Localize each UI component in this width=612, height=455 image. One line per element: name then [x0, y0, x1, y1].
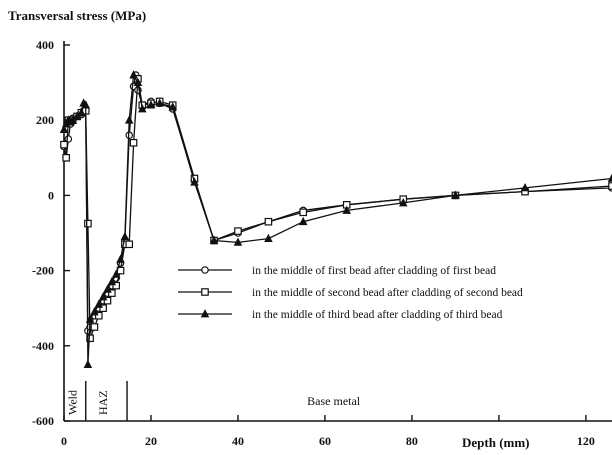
- legend-entry: in the middle of second bead after cladd…: [178, 287, 523, 299]
- data-point: [94, 299, 104, 308]
- data-point: [190, 177, 199, 186]
- series-triangle: [59, 70, 612, 369]
- x-tick-label: 80: [406, 434, 418, 448]
- series-layer: [59, 70, 612, 369]
- data-point: [99, 304, 107, 313]
- data-point: [90, 323, 99, 331]
- data-point: [234, 227, 242, 235]
- data-point: [103, 296, 112, 305]
- y-tick-label: -200: [32, 264, 54, 278]
- data-point: [116, 254, 125, 263]
- data-point: [124, 115, 134, 124]
- data-point: [111, 269, 121, 278]
- series-square: [60, 75, 612, 343]
- x-tick-label: 120: [577, 434, 595, 448]
- data-point: [298, 216, 308, 226]
- series-line: [63, 73, 612, 365]
- region-label: Base metal: [307, 394, 361, 408]
- data-point: [299, 208, 308, 217]
- region-markers: Weld HAZ Base metal: [66, 381, 361, 421]
- data-point: [108, 289, 116, 297]
- legend-entry: in the middle of first bead after claddi…: [178, 265, 496, 277]
- region-label: Weld: [66, 390, 80, 415]
- y-tick-label: -600: [32, 414, 54, 428]
- data-point: [168, 102, 177, 111]
- y-tick-label: 400: [36, 38, 54, 52]
- x-tick-label: 20: [145, 434, 157, 448]
- axes: 400 200 0 -200 -400 -600 0 20 40 60 80 120: [32, 38, 612, 448]
- y-tick-label: 200: [36, 113, 54, 127]
- legend-entry: in the middle of third bead after claddi…: [178, 309, 503, 321]
- data-point: [86, 334, 94, 343]
- data-point: [138, 104, 147, 113]
- data-point: [125, 240, 134, 249]
- data-point: [233, 237, 243, 246]
- region-label: HAZ: [96, 390, 110, 415]
- data-point: [90, 307, 99, 316]
- data-point: [107, 277, 117, 286]
- data-point: [94, 311, 103, 320]
- data-point: [129, 70, 138, 79]
- data-point: [98, 292, 108, 301]
- data-point: [85, 314, 95, 323]
- data-point: [60, 140, 68, 149]
- legend-marker: [201, 266, 209, 274]
- data-point: [607, 173, 612, 182]
- data-point: [77, 107, 86, 117]
- y-tick-label: -400: [32, 339, 54, 353]
- data-point: [155, 98, 164, 107]
- data-point: [103, 284, 112, 293]
- data-point: [129, 138, 138, 147]
- y-tick-label: 0: [48, 188, 54, 202]
- data-point: [62, 154, 70, 162]
- data-point: [120, 231, 130, 241]
- x-tick-label: 40: [232, 434, 244, 448]
- data-point: [342, 205, 351, 214]
- data-point: [84, 219, 92, 228]
- data-point: [81, 100, 91, 109]
- data-point: [451, 190, 460, 199]
- data-point: [146, 100, 156, 109]
- legend-marker: [200, 309, 210, 318]
- x-tick-label: 60: [319, 434, 331, 448]
- legend-label: in the middle of first bead after claddi…: [252, 265, 496, 277]
- x-tick-label: 0: [61, 434, 67, 448]
- data-point: [264, 217, 273, 226]
- legend-label: in the middle of third bead after claddi…: [252, 309, 503, 321]
- series-line: [63, 78, 612, 339]
- data-point: [520, 183, 530, 192]
- data-point: [264, 233, 273, 243]
- x-axis-title: Depth (mm): [462, 435, 530, 450]
- data-point: [398, 198, 408, 207]
- data-point: [83, 359, 93, 369]
- legend: in the middle of first bead after claddi…: [178, 265, 523, 321]
- data-point: [133, 77, 143, 86]
- data-point: [112, 281, 120, 290]
- legend-label: in the middle of second bead after cladd…: [252, 287, 523, 299]
- data-point: [209, 235, 219, 244]
- y-axis-title: Transversal stress (MPa): [8, 8, 146, 23]
- data-point: [59, 124, 69, 134]
- legend-marker: [201, 288, 209, 296]
